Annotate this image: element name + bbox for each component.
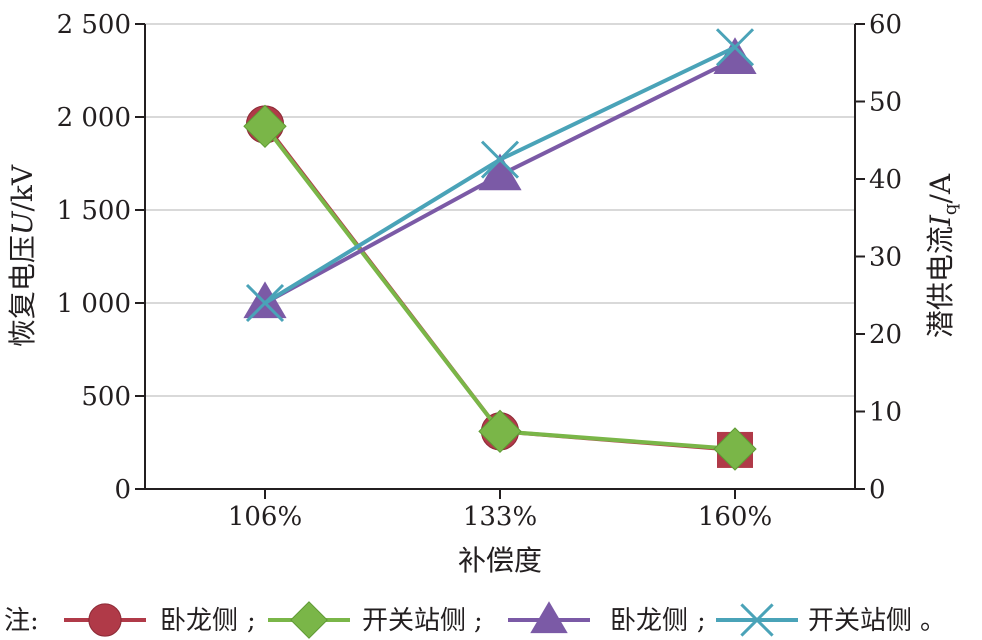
- legend-marker: [290, 601, 328, 639]
- y-right-label-sub: q: [940, 204, 961, 216]
- axes: [135, 23, 865, 499]
- x-axis-label: 补偿度: [458, 544, 542, 577]
- grid-lines: [145, 23, 855, 397]
- tick-labels: 0 500 1 000 1 500 2 000 2 500 0 10 20 30 40 50 60 106…: [57, 10, 903, 532]
- legend-marker: [530, 601, 568, 634]
- tick-label-right: 0: [869, 475, 886, 505]
- plot-area: [243, 28, 757, 471]
- data-point: [478, 153, 522, 191]
- legend-entry-3: 卧龙侧;: [508, 601, 706, 636]
- legend-label: 卧龙侧: [160, 606, 238, 636]
- y-left-label-unit: /kV: [6, 164, 39, 211]
- legend-prefix: 注:: [4, 606, 39, 636]
- tick-label-right: 60: [869, 10, 902, 40]
- legend-separator: 。: [920, 606, 946, 636]
- y-axis-label-left: 恢复电压U/kV: [6, 164, 39, 347]
- tick-label-x: 160%: [698, 502, 772, 532]
- legend: 注: 卧龙侧; 开关站侧; 卧龙侧; 开关站侧。: [4, 601, 946, 639]
- axis-labels: 补偿度 恢复电压U/kV 潜供电流Iq/A: [6, 164, 961, 577]
- series-2: [243, 104, 757, 471]
- tick-label-left: 500: [81, 382, 131, 412]
- tick-label-right: 30: [869, 243, 902, 273]
- tick-label-left: 1 500: [57, 196, 131, 226]
- tick-label-right: 10: [869, 398, 902, 428]
- legend-separator: ;: [697, 606, 706, 636]
- data-point: [715, 28, 755, 67]
- legend-label: 开关站侧: [808, 606, 912, 636]
- legend-marker: [740, 603, 774, 637]
- legend-label: 开关站侧: [362, 606, 466, 636]
- tick-label-right: 20: [869, 320, 902, 350]
- y-right-label-unit: /A: [924, 173, 957, 203]
- legend-marker: [88, 603, 122, 637]
- legend-separator: ;: [474, 606, 483, 636]
- legend-label: 卧龙侧: [610, 606, 688, 636]
- data-point: [713, 427, 757, 471]
- tick-label-x: 133%: [463, 502, 537, 532]
- tick-label-right: 40: [869, 165, 902, 195]
- tick-label-x: 106%: [228, 502, 302, 532]
- data-point: [713, 37, 757, 74]
- y-axis-label-right: 潜供电流Iq/A: [924, 173, 961, 338]
- data-point: [243, 281, 287, 319]
- tick-label-left: 2 500: [57, 10, 131, 40]
- data-point: [243, 104, 287, 149]
- y-right-label-main: 潜供电流: [924, 226, 957, 338]
- y-left-label-main: 恢复电压: [6, 235, 39, 347]
- series-3: [243, 37, 757, 319]
- legend-separator: ;: [247, 606, 256, 636]
- tick-label-right: 50: [869, 88, 902, 118]
- data-point: [245, 283, 285, 323]
- y-right-label-symbol: I: [924, 214, 957, 227]
- tick-label-left: 1 000: [57, 289, 131, 319]
- legend-entry-1: 卧龙侧;: [64, 603, 256, 637]
- data-point: [478, 409, 522, 454]
- tick-label-left: 2 000: [57, 103, 131, 133]
- series-4: [245, 28, 755, 323]
- y-left-label-symbol: U: [6, 210, 39, 235]
- tick-label-left: 0: [114, 475, 131, 505]
- data-point: [480, 140, 520, 179]
- legend-entry-4: 开关站侧。: [716, 603, 946, 637]
- legend-entry-2: 开关站侧;: [268, 601, 483, 639]
